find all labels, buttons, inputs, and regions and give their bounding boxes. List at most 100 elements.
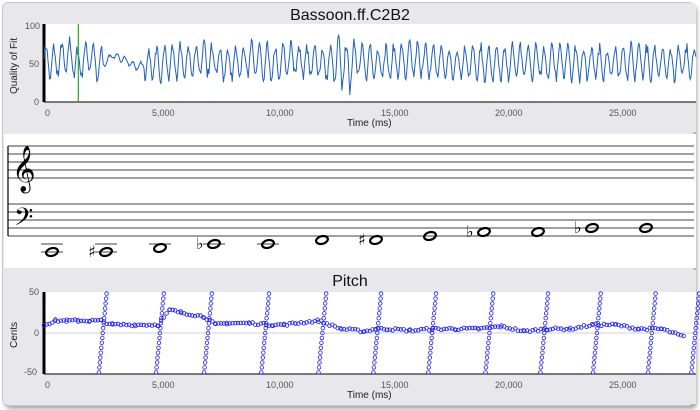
flat-icon: ♭ [196, 234, 204, 253]
fit-y-tick-0: 0 [34, 97, 40, 107]
pitch-point [136, 322, 141, 327]
pitch-point [64, 317, 70, 322]
pitch-point [472, 325, 478, 331]
pitch-point [124, 322, 129, 328]
pitch-point [144, 323, 149, 328]
pitch-point [227, 321, 232, 326]
pitch-point [206, 321, 212, 326]
pitch-point [307, 319, 312, 324]
pitch-point [159, 316, 164, 321]
fit-x-tick-0: 0 [45, 108, 51, 118]
pitch-point [371, 365, 377, 370]
pitch-point [258, 321, 264, 326]
pitch-point [372, 355, 378, 360]
pitch-point [479, 326, 484, 331]
pitch-point [692, 335, 697, 341]
pitch-point [320, 330, 325, 336]
pitch-point [113, 322, 118, 327]
pitch-point [265, 301, 271, 306]
pitch-point [319, 335, 325, 341]
pitch-point [624, 324, 630, 329]
pitch-point [208, 306, 213, 311]
pitch-point [540, 350, 545, 355]
pitch-point [154, 365, 159, 370]
staff-background [4, 134, 696, 268]
pitch-point [98, 355, 103, 360]
pitch-point [259, 365, 264, 370]
pitch-point [604, 322, 609, 328]
pitch-point [691, 350, 696, 355]
pitch-point [355, 327, 361, 332]
pitch-point [665, 327, 670, 333]
pitch-point [541, 340, 546, 345]
pitch-point [538, 365, 544, 370]
pitch-point [273, 322, 278, 328]
pitch-point [102, 316, 107, 321]
pitch-point [187, 312, 192, 318]
pitch-point [110, 322, 115, 327]
pitch-point [93, 318, 98, 323]
pitch-point [696, 291, 700, 296]
sharp-icon: ♯ [88, 242, 96, 261]
pitch-point [250, 320, 255, 325]
fit-x-tick-20000: 20,000 [495, 108, 523, 118]
pitch-point [344, 327, 350, 332]
pitch-point [486, 335, 492, 341]
pitch-point [99, 340, 104, 345]
pitch-point [488, 321, 493, 326]
pitch-x-tick-15000: 15,000 [381, 380, 409, 390]
pitch-point [102, 306, 108, 311]
pitch-point [543, 316, 548, 321]
pitch-point [376, 321, 381, 326]
pitch-point [667, 330, 673, 335]
pitch-point [156, 345, 161, 350]
pitch-point [204, 345, 209, 350]
pitch-point [81, 318, 86, 323]
pitch-point [653, 291, 658, 296]
pitch-point [485, 345, 491, 350]
pitch-point [651, 311, 656, 316]
flat-icon: ♭ [466, 222, 474, 241]
pitch-point [371, 370, 376, 375]
pitch-y-tick-0: 0 [34, 328, 40, 338]
pitch-point [241, 320, 246, 325]
pitch-point [104, 291, 109, 296]
pitch-point [158, 325, 163, 331]
pitch-point [539, 360, 544, 365]
fit-x-tick-15000: 15,000 [381, 108, 409, 118]
pitch-point [393, 326, 398, 331]
pitch-point [488, 316, 493, 321]
pitch-point [676, 332, 681, 337]
pitch-point [192, 313, 198, 319]
fit-x-tick-10000: 10,000 [266, 108, 294, 118]
pitch-point [156, 340, 162, 345]
pitch-point [556, 326, 561, 331]
pitch-point [596, 316, 601, 321]
pitch-point [545, 291, 551, 296]
pitch-point [404, 329, 409, 334]
fit-plot-area[interactable] [44, 24, 696, 102]
pitch-point [593, 345, 598, 350]
fit-chart-title: Bassoon.ff.C2B2 [290, 7, 410, 24]
pitch-y-tick-50: 50 [29, 287, 40, 297]
fit-y-axis-label: Quality of Fit [9, 37, 20, 94]
pitch-point [484, 325, 490, 330]
whole-note-head [531, 226, 545, 238]
pitch-point [428, 345, 433, 350]
pitch-point [464, 326, 469, 331]
pitch-point [426, 365, 431, 370]
pitch-point [58, 318, 64, 323]
pitch-point [595, 325, 600, 331]
pitch-point [373, 345, 378, 350]
pitch-point [595, 321, 601, 326]
pitch-point [263, 321, 269, 326]
pitch-point [689, 370, 694, 375]
pitch-point [146, 322, 152, 327]
pitch-point [591, 365, 596, 370]
pitch-point [430, 325, 435, 331]
fit-panel: Bassoon.ff.C2B2 Quality of Fit 100 50 0 … [4, 4, 697, 132]
pitch-point [293, 321, 298, 326]
sharp-icon: ♯ [358, 230, 366, 249]
pitch-point [591, 360, 597, 365]
pitch-point [490, 296, 495, 301]
